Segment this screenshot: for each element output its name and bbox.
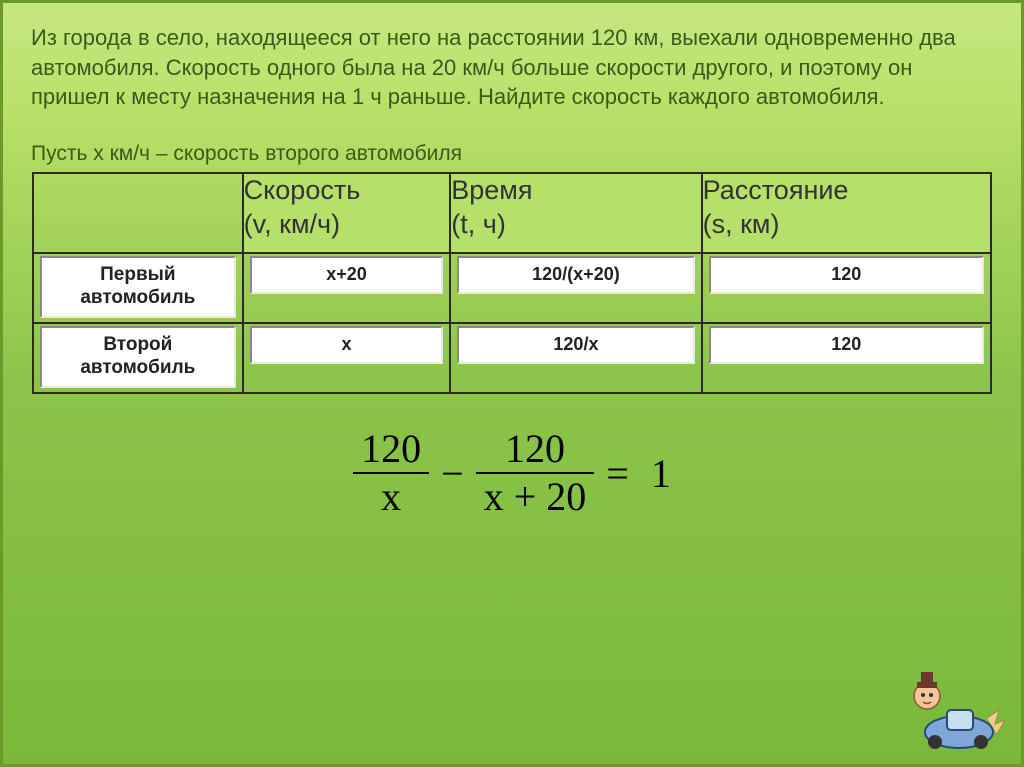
row2-label-card: Второй автомобиль xyxy=(40,326,236,388)
row2-speed-cell: х xyxy=(243,323,451,393)
header-time-l1: Время xyxy=(451,175,532,205)
header-speed-l2: (v, км/ч) xyxy=(244,209,340,239)
table-row: Первый автомобиль х+20 120/(х+20) 120 xyxy=(33,253,991,323)
row1-label-card: Первый автомобиль xyxy=(40,256,236,318)
row2-dist-cell: 120 xyxy=(702,323,991,393)
row2-label-cell: Второй автомобиль xyxy=(33,323,243,393)
header-dist-l1: Расстояние xyxy=(703,175,849,205)
row1-label-l1: Первый xyxy=(100,264,175,285)
row2-speed-card: х xyxy=(250,326,444,364)
row1-dist-card: 120 xyxy=(709,256,984,294)
table-header-row: Скорость (v, км/ч) Время (t, ч) Расстоян… xyxy=(33,173,991,253)
row1-label-cell: Первый автомобиль xyxy=(33,253,243,323)
header-speed-l1: Скорость xyxy=(244,175,361,205)
minus-op: − xyxy=(441,450,464,497)
frac1-den: x xyxy=(373,474,409,518)
row1-dist-cell: 120 xyxy=(702,253,991,323)
fraction-2: 120 x + 20 xyxy=(476,428,595,518)
header-distance: Расстояние (s, км) xyxy=(702,173,991,253)
row1-time-cell: 120/(х+20) xyxy=(450,253,701,323)
premise-text: Пусть х км/ч – скорость второго автомоби… xyxy=(31,142,993,166)
row2-time-card: 120/х xyxy=(457,326,694,364)
row2-time-cell: 120/х xyxy=(450,323,701,393)
header-time-l2: (t, ч) xyxy=(451,209,506,239)
header-time: Время (t, ч) xyxy=(450,173,701,253)
problem-statement: Из города в село, находящееся от него на… xyxy=(31,23,993,112)
header-speed: Скорость (v, км/ч) xyxy=(243,173,451,253)
row1-time-card: 120/(х+20) xyxy=(457,256,694,294)
row1-speed-card: х+20 xyxy=(250,256,444,294)
equals-op: = xyxy=(606,450,629,497)
row2-dist-card: 120 xyxy=(709,326,984,364)
mascot-icon xyxy=(887,664,1007,754)
rhs: 1 xyxy=(651,450,671,497)
fraction-1: 120 x xyxy=(353,428,429,518)
frac1-num: 120 xyxy=(353,428,429,472)
frac2-den: x + 20 xyxy=(476,474,595,518)
row2-label-l2: автомобиль xyxy=(80,357,195,378)
header-empty xyxy=(33,173,243,253)
frac2-num: 120 xyxy=(497,428,573,472)
row1-speed-cell: х+20 xyxy=(243,253,451,323)
row2-label-l1: Второй xyxy=(103,334,172,355)
header-dist-l2: (s, км) xyxy=(703,209,780,239)
equation: 120 x − 120 x + 20 = 1 xyxy=(31,428,993,518)
table-row: Второй автомобиль х 120/х 120 xyxy=(33,323,991,393)
row1-label-l2: автомобиль xyxy=(80,287,195,308)
data-table: Скорость (v, км/ч) Время (t, ч) Расстоян… xyxy=(32,172,992,394)
